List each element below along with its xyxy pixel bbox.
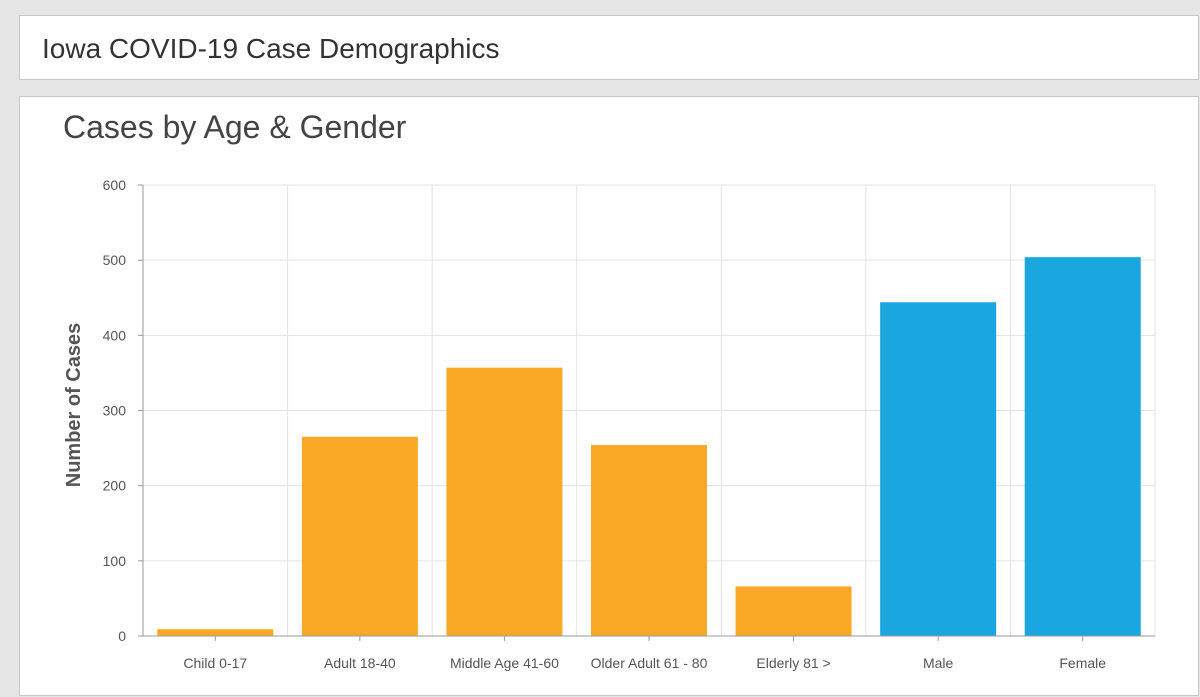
x-tick-label: Adult 18-40 (324, 655, 396, 671)
bar (446, 367, 563, 636)
bar (880, 302, 997, 636)
y-tick-label: 600 (103, 177, 127, 193)
x-tick-label: Older Adult 61 - 80 (591, 655, 708, 671)
bar (1024, 257, 1141, 636)
y-tick-label: 500 (103, 252, 127, 268)
x-tick-label: Male (923, 655, 954, 671)
axis-layer: 0 100 200 300 400 500 600 Child 0-17 Adult 18-40… (103, 177, 1155, 671)
header-panel: Iowa COVID-19 Case Demographics (19, 15, 1199, 80)
y-axis-title: Number of Cases (63, 323, 85, 488)
bar (301, 436, 418, 636)
bar (735, 586, 852, 636)
dashboard-title: Iowa COVID-19 Case Demographics (42, 33, 500, 64)
x-tick-label: Middle Age 41-60 (450, 655, 559, 671)
x-tick-label: Child 0-17 (183, 655, 247, 671)
y-tick-label: 0 (118, 628, 126, 644)
y-tick-label: 200 (103, 478, 127, 494)
chart-title: Cases by Age & Gender (63, 109, 407, 145)
bar-chart: 0 100 200 300 400 500 600 Child 0-17 Adult 18-40… (63, 177, 1156, 671)
bar (591, 445, 707, 636)
chart-panel: Cases by Age & Gender 0 100 200 300 400 500 60… (19, 96, 1199, 696)
x-tick-label: Elderly 81 > (756, 655, 830, 671)
y-tick-label: 100 (103, 553, 127, 569)
y-tick-label: 400 (103, 327, 127, 343)
y-tick-label: 300 (103, 403, 127, 419)
x-tick-label: Female (1059, 655, 1106, 671)
bar-layer (157, 257, 1141, 636)
bar (157, 629, 274, 636)
